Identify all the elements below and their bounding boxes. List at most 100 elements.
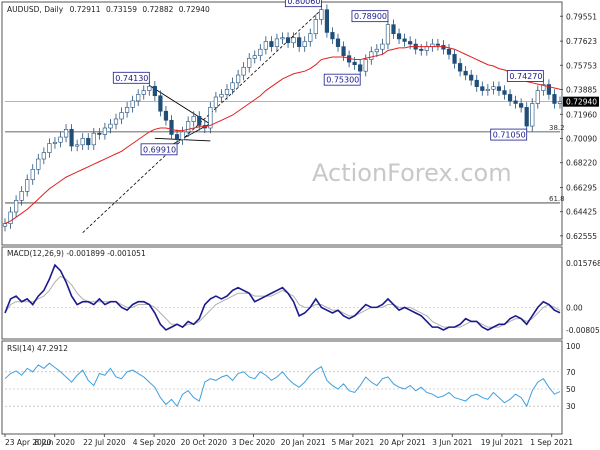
candle-body <box>80 138 85 146</box>
candle-body <box>263 41 268 50</box>
rsi-tick-label: 50 <box>566 385 576 394</box>
candle-body <box>86 138 91 146</box>
macd-line <box>4 263 561 331</box>
date-tick-label: 3 Jun 2021 <box>432 438 473 447</box>
candle-body <box>308 33 313 42</box>
candle-body <box>374 48 379 53</box>
candle-body <box>391 24 396 35</box>
candle-body <box>169 119 174 135</box>
candle-body <box>186 121 191 133</box>
annotation-box <box>351 10 389 23</box>
rsi-tick-label: 100 <box>566 342 581 351</box>
candle-body <box>463 70 468 76</box>
candle-body <box>291 37 296 44</box>
price-tick-label: 0.66295 <box>566 184 597 193</box>
candle-body <box>269 41 274 47</box>
price-tick-label: 0.62555 <box>566 232 597 241</box>
price-tick-label: 0.77623 <box>566 37 597 46</box>
candle-body <box>25 179 30 192</box>
candle-body <box>446 48 452 55</box>
candle-body <box>402 38 407 42</box>
candle-body <box>69 129 74 147</box>
candle-body <box>369 51 374 60</box>
candle-body <box>474 79 479 87</box>
candle-body <box>313 19 318 35</box>
rsi-line <box>4 362 561 408</box>
candle-body <box>546 84 551 95</box>
annotation-box <box>323 73 361 86</box>
candle-body <box>130 100 135 108</box>
price-tick-label: 0.73885 <box>566 85 597 94</box>
candle-body <box>36 158 41 170</box>
macd-tick-label: 0.00 <box>566 303 583 312</box>
candle-body <box>147 85 152 91</box>
macd-tick-label: -0.008053 <box>566 326 600 335</box>
candle-body <box>75 144 80 147</box>
candle-body <box>91 132 96 146</box>
candle-body <box>2 223 8 227</box>
price-tick-label: 0.75753 <box>566 61 597 70</box>
macd-title: MACD(12,26,9) -0.001899 -0.001051 <box>7 249 146 258</box>
candle-body <box>180 131 185 140</box>
macd-plot <box>4 263 561 331</box>
candle-body <box>236 74 241 84</box>
candle-body <box>519 103 524 108</box>
date-tick-label: 19 Jul 2021 <box>481 438 524 447</box>
candle-body <box>541 84 546 91</box>
annotation-0.74270: 0.74270 <box>509 72 542 81</box>
candle-body <box>341 46 346 56</box>
price-tick-label: 0.71960 <box>566 110 597 119</box>
candle-body <box>297 37 302 47</box>
candle-body <box>63 129 69 138</box>
candle-body <box>507 94 513 102</box>
candle-body <box>285 37 291 44</box>
candle-body <box>208 107 213 129</box>
candle-body <box>469 74 474 81</box>
candle-body <box>419 48 424 51</box>
candle-body <box>480 86 485 91</box>
price-tick-label: 0.70090 <box>566 134 597 143</box>
candle-body <box>280 37 285 40</box>
date-tick-label: 20 Jan 2021 <box>281 438 326 447</box>
candle-body <box>535 90 540 104</box>
candle-body <box>524 107 529 127</box>
candle-body <box>452 54 457 64</box>
candle-body <box>247 57 252 68</box>
candle-body <box>491 86 496 90</box>
annotation-0.69910: 0.69910 <box>143 145 176 154</box>
candle-body <box>125 107 130 113</box>
date-tick-label: 20 Apr 2021 <box>379 438 426 447</box>
candle-body <box>252 55 257 59</box>
candle-body <box>241 67 246 76</box>
candle-body <box>335 38 341 47</box>
rsi-panel <box>1 340 563 435</box>
dashed-trendline <box>82 9 322 233</box>
current-price-label: 0.72940 <box>566 98 597 107</box>
date-tick-label: 20 Oct 2020 <box>181 438 228 447</box>
macd-tick-label: 0.015768 <box>566 259 600 268</box>
candle-body <box>97 132 102 135</box>
candle-body <box>380 43 385 50</box>
axes: 0.79551 0.77623 0.75753 0.73885 0.72940 0.719… <box>4 12 600 447</box>
annotation-0.74130: 0.74130 <box>115 74 148 83</box>
candle-body <box>197 116 202 126</box>
candle-body <box>302 41 307 47</box>
candle-body <box>19 191 24 201</box>
candle-body <box>496 86 502 91</box>
ema-line <box>4 46 561 225</box>
candle-body <box>324 9 330 33</box>
candle-body <box>163 110 169 121</box>
price-plot: 38.2 61.8 0.80060 0.78900 0.75300 0.74130 0.74… <box>2 0 565 233</box>
date-tick-label: 23 Apr 2020 <box>5 438 52 447</box>
candle-body <box>136 94 141 102</box>
candle-body <box>52 141 58 144</box>
annotation-box <box>140 143 178 156</box>
candle-body <box>408 41 413 45</box>
date-tick-label: 5 Mar 2021 <box>331 438 374 447</box>
candle-body <box>424 46 429 51</box>
rsi-tick-label: 70 <box>566 368 576 377</box>
price-tick-label: 0.68220 <box>566 159 597 168</box>
candle-body <box>530 103 535 127</box>
candle-body <box>485 88 490 91</box>
